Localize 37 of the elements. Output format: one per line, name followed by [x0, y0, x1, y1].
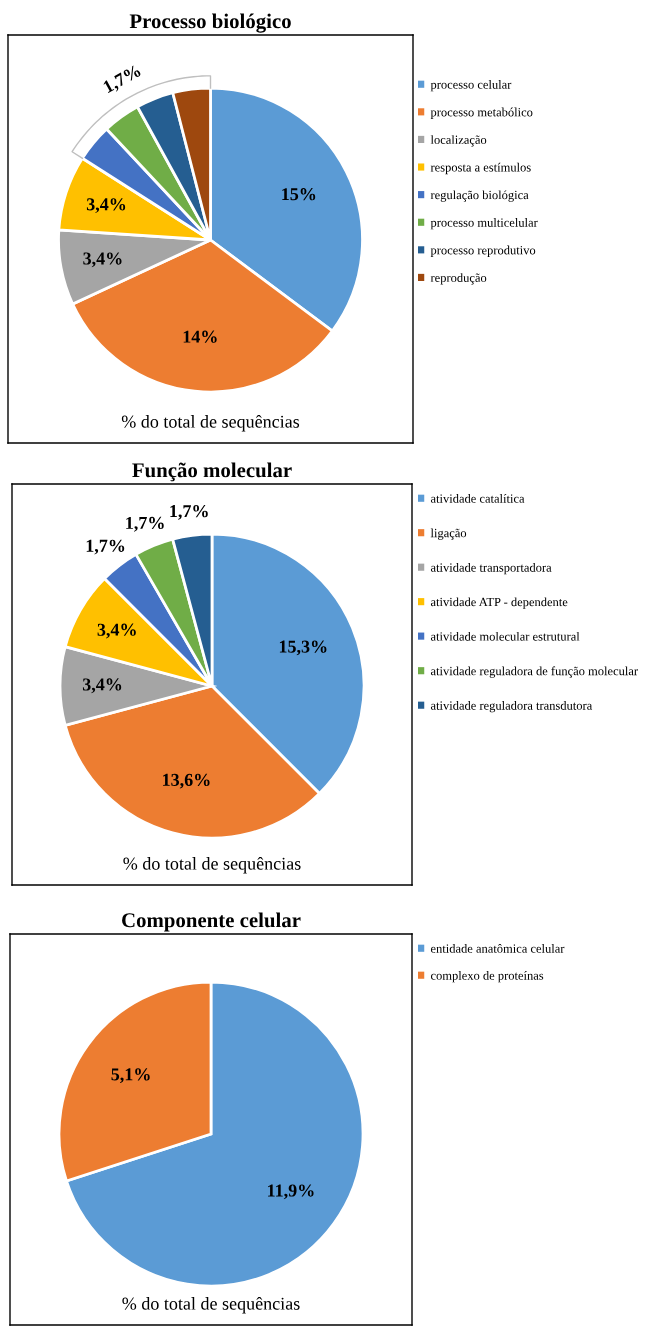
legend-label: complexo de proteínas — [430, 970, 544, 983]
text: % do total de sequências — [121, 415, 300, 432]
legend-label: resposta a estímulos — [430, 162, 531, 175]
chart-title: Função molecular — [132, 462, 292, 482]
legend-label: processo reprodutivo — [430, 245, 536, 257]
data-label: 15,3% — [279, 640, 327, 656]
legend-label: entidade anatômica celular — [430, 943, 565, 953]
data-label: 15% — [282, 188, 316, 201]
chart-title: Processo biológico — [129, 13, 291, 33]
text: % do total de sequências — [122, 1297, 300, 1314]
legend-label: atividade reguladora de função molecular — [430, 666, 638, 678]
legend-label: processo celular — [430, 80, 512, 92]
data-label: 1,7% — [86, 539, 125, 555]
legend-label: localização — [430, 135, 487, 147]
data-label: 5,1% — [111, 1068, 150, 1084]
data-label: 14% — [183, 330, 217, 343]
data-label: 3,4% — [83, 252, 122, 268]
legend-label: atividade molecular estrutural — [430, 631, 580, 641]
legend-label: atividade reguladora transdutora — [430, 700, 593, 713]
chart-title: Componente celular — [122, 912, 301, 932]
data-label: 11,9% — [268, 1184, 314, 1200]
data-label: 3,4% — [86, 198, 126, 214]
legend-label: atividade catalítica — [430, 493, 525, 503]
data-label: 3,4% — [97, 623, 136, 639]
legend-label: atividade ATP - dependente — [430, 597, 568, 609]
legend-label: atividade transportadora — [430, 562, 552, 575]
legend-label: ligação — [430, 528, 467, 540]
text: % do total de sequências — [123, 857, 301, 874]
text: 1,7% — [102, 64, 143, 96]
legend-label: reprodução — [430, 273, 487, 285]
legend-label: processo metabólico — [430, 107, 533, 119]
data-label: 1,7% — [170, 505, 208, 520]
data-label: 1,7% — [126, 516, 164, 532]
data-label: 3,4% — [82, 678, 122, 694]
legend-label: processo multicelular — [430, 218, 538, 230]
legend-label: regulação biológica — [430, 190, 529, 202]
data-label: 13,6% — [163, 773, 210, 789]
